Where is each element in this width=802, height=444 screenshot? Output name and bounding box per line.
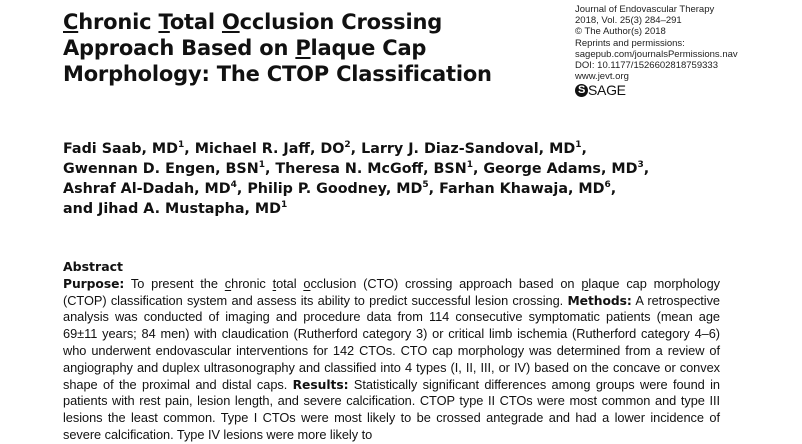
purpose-label: Purpose: xyxy=(63,276,125,291)
affiliation-marker: 1 xyxy=(466,160,473,170)
affiliation-marker: 3 xyxy=(637,160,644,170)
separator: , xyxy=(472,161,484,177)
author-name: Michael R. Jaff, DO xyxy=(194,141,345,157)
copyright-notice: © The Author(s) 2018 xyxy=(575,26,666,38)
sage-logo-text: SAGE xyxy=(588,82,626,99)
purpose-text: laque cap morphology (CTOP) classificati… xyxy=(63,275,721,308)
permissions-link[interactable]: sagepub.com/journalsPermissions.nav xyxy=(575,48,738,60)
affiliation-marker: 1 xyxy=(178,140,185,150)
results-label: Results: xyxy=(292,377,349,392)
acronym-initial: o xyxy=(303,275,311,291)
author-name: Larry J. Diaz-Sandoval, MD xyxy=(361,141,576,157)
title-initial: P xyxy=(295,36,311,60)
separator: , xyxy=(236,181,248,197)
sage-s-circle-icon: S xyxy=(575,84,588,98)
affiliation-marker: 1 xyxy=(575,140,582,150)
journal-website-link[interactable]: www.jevt.org xyxy=(575,71,629,83)
abstract: Abstract Purpose: To present the chronic… xyxy=(63,259,720,444)
journal-name: Journal of Endovascular Therapy xyxy=(575,4,715,15)
author-name: Gwennan D. Engen, BSN xyxy=(63,161,259,177)
affiliation-marker: 5 xyxy=(422,180,429,190)
author-line: Gwennan D. Engen, BSN1, Theresa N. McGof… xyxy=(63,159,763,179)
separator: , xyxy=(264,161,276,177)
author-name: Farhan Khawaja, MD xyxy=(439,181,605,197)
title-fragment: Approach Based on xyxy=(63,36,296,60)
author-name: Theresa N. McGoff, BSN xyxy=(275,161,467,177)
separator: , xyxy=(350,141,362,157)
acronym-initial: c xyxy=(224,275,232,291)
title-initial: O xyxy=(221,10,240,34)
title-fragment: otal xyxy=(169,10,222,34)
doi[interactable]: DOI: 10.1177/1526602818759333 xyxy=(575,60,718,72)
methods-label: Methods: xyxy=(567,293,632,308)
title-line-2: Approach Based on Plaque Cap xyxy=(63,35,543,61)
author-name: Ashraf Al-Dadah, MD xyxy=(63,181,231,197)
journal-info-block: Journal of Endovascular Therapy 2018, Vo… xyxy=(575,4,795,97)
author-line: Ashraf Al-Dadah, MD4, Philip P. Goodney,… xyxy=(63,179,763,199)
author-name: Fadi Saab, MD xyxy=(63,141,179,157)
reprints-label: Reprints and permissions: xyxy=(575,37,685,49)
title-line-1: Chronic Total Occlusion Crossing xyxy=(63,9,543,35)
purpose-text: To present the xyxy=(124,275,225,291)
purpose-text: cclusion (CTO) crossing approach based o… xyxy=(310,275,582,291)
acronym-initial: p xyxy=(581,275,589,291)
title-initial: C xyxy=(63,10,79,34)
affiliation-marker: 1 xyxy=(281,200,288,210)
affiliation-marker: 1 xyxy=(258,160,265,170)
journal-volume: 2018, Vol. 25(3) 284–291 xyxy=(575,15,682,27)
title-line-3: Morphology: The CTOP Classification xyxy=(63,61,543,87)
author-name: Philip P. Goodney, MD xyxy=(247,181,423,197)
title-fragment: cclusion Crossing xyxy=(239,10,443,34)
affiliation-marker: 2 xyxy=(344,140,351,150)
separator: , xyxy=(184,141,195,157)
purpose-text: otal xyxy=(276,275,304,291)
separator: , xyxy=(610,181,617,197)
title-fragment: hronic xyxy=(78,10,159,34)
abstract-heading: Abstract xyxy=(63,259,124,274)
purpose-text: hronic xyxy=(231,275,273,291)
author-name: George Adams, MD xyxy=(483,161,638,177)
sage-logo: S SAGE xyxy=(575,82,795,99)
article-title: Chronic Total Occlusion Crossing Approac… xyxy=(63,9,543,87)
acronym-initial: t xyxy=(272,275,277,291)
title-fragment: Morphology: The CTOP Classification xyxy=(63,62,492,86)
methods-text: A retrospective analysis was conducted o… xyxy=(63,292,721,392)
author-line: Fadi Saab, MD1, Michael R. Jaff, DO2, La… xyxy=(63,139,763,159)
author-line: and Jihad A. Mustapha, MD1 xyxy=(63,199,763,219)
title-initial: T xyxy=(158,10,170,34)
affiliation-marker: 6 xyxy=(604,180,611,190)
separator: , xyxy=(428,181,440,197)
author-list: Fadi Saab, MD1, Michael R. Jaff, DO2, La… xyxy=(63,139,763,219)
title-fragment: laque Cap xyxy=(310,36,427,60)
author-name: and Jihad A. Mustapha, MD xyxy=(63,201,281,217)
separator: , xyxy=(581,141,587,157)
affiliation-marker: 4 xyxy=(230,180,237,190)
separator: , xyxy=(643,161,650,177)
abstract-body: Purpose: To present the chronic total oc… xyxy=(63,276,720,444)
